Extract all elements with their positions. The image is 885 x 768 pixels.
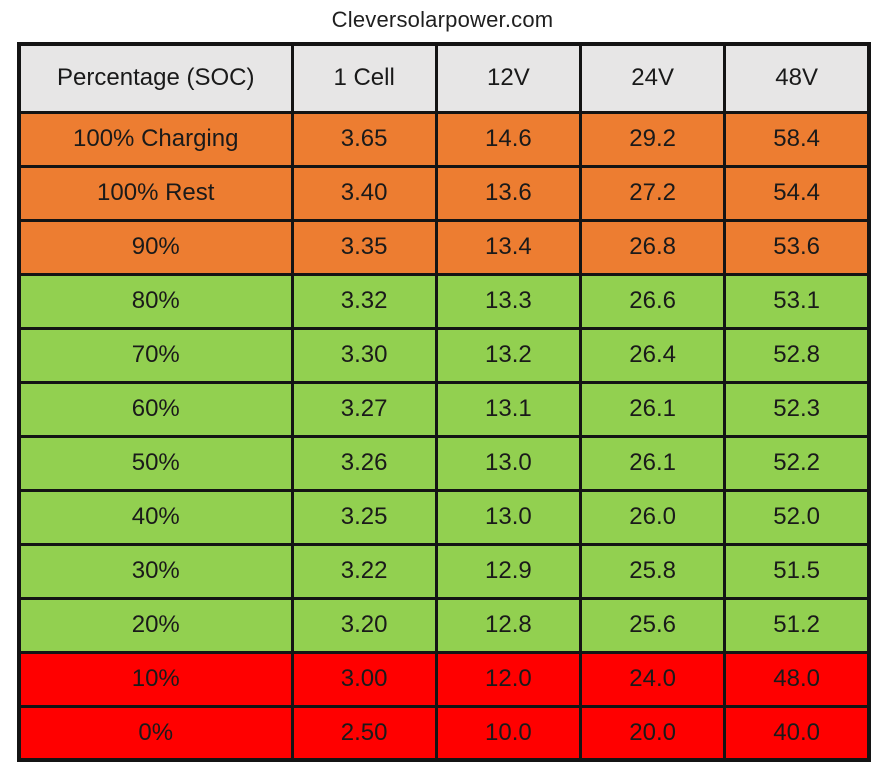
voltage-cell: 26.6 bbox=[578, 272, 727, 330]
column-header-soc: Percentage (SOC) bbox=[17, 42, 294, 114]
voltage-cell: 26.0 bbox=[578, 488, 727, 546]
voltage-cell: 3.32 bbox=[290, 272, 438, 330]
soc-cell: 40% bbox=[17, 488, 294, 546]
table-row: 100% Charging 3.65 14.6 29.2 58.4 bbox=[17, 110, 871, 168]
soc-cell: 20% bbox=[17, 596, 294, 654]
table-row: 20% 3.20 12.8 25.6 51.2 bbox=[17, 596, 871, 654]
table-row: 0% 2.50 10.0 20.0 40.0 bbox=[17, 704, 871, 762]
voltage-cell: 20.0 bbox=[578, 704, 727, 762]
voltage-cell: 14.6 bbox=[434, 110, 583, 168]
soc-cell: 70% bbox=[17, 326, 294, 384]
voltage-cell: 13.4 bbox=[434, 218, 583, 276]
soc-cell: 30% bbox=[17, 542, 294, 600]
voltage-cell: 3.20 bbox=[290, 596, 438, 654]
voltage-cell: 25.8 bbox=[578, 542, 727, 600]
table-row: 70% 3.30 13.2 26.4 52.8 bbox=[17, 326, 871, 384]
voltage-cell: 12.0 bbox=[434, 650, 583, 708]
soc-cell: 10% bbox=[17, 650, 294, 708]
voltage-cell: 58.4 bbox=[723, 110, 871, 168]
table-row: 40% 3.25 13.0 26.0 52.0 bbox=[17, 488, 871, 546]
voltage-cell: 13.1 bbox=[434, 380, 583, 438]
table-row: 10% 3.00 12.0 24.0 48.0 bbox=[17, 650, 871, 708]
voltage-cell: 29.2 bbox=[578, 110, 727, 168]
voltage-cell: 51.2 bbox=[723, 596, 871, 654]
voltage-cell: 53.6 bbox=[723, 218, 871, 276]
soc-cell: 100% Charging bbox=[17, 110, 294, 168]
table-row: 100% Rest 3.40 13.6 27.2 54.4 bbox=[17, 164, 871, 222]
table-row: 30% 3.22 12.9 25.8 51.5 bbox=[17, 542, 871, 600]
table-row: 50% 3.26 13.0 26.1 52.2 bbox=[17, 434, 871, 492]
soc-cell: 100% Rest bbox=[17, 164, 294, 222]
voltage-cell: 26.4 bbox=[578, 326, 727, 384]
soc-cell: 60% bbox=[17, 380, 294, 438]
voltage-cell: 26.1 bbox=[578, 434, 727, 492]
voltage-cell: 13.3 bbox=[434, 272, 583, 330]
voltage-cell: 3.00 bbox=[290, 650, 438, 708]
voltage-cell: 40.0 bbox=[723, 704, 871, 762]
soc-cell: 50% bbox=[17, 434, 294, 492]
voltage-cell: 13.2 bbox=[434, 326, 583, 384]
voltage-cell: 2.50 bbox=[290, 704, 438, 762]
voltage-cell: 3.25 bbox=[290, 488, 438, 546]
table-header: Percentage (SOC) 1 Cell 12V 24V 48V bbox=[17, 42, 871, 114]
header-row: Percentage (SOC) 1 Cell 12V 24V 48V bbox=[17, 42, 871, 114]
column-header-12v: 12V bbox=[434, 42, 583, 114]
column-header-48v: 48V bbox=[723, 42, 871, 114]
voltage-cell: 10.0 bbox=[434, 704, 583, 762]
soc-cell: 0% bbox=[17, 704, 294, 762]
soc-voltage-table: Percentage (SOC) 1 Cell 12V 24V 48V 100%… bbox=[17, 42, 871, 762]
table-body: 100% Charging 3.65 14.6 29.2 58.4 100% Rest 3.… bbox=[17, 110, 871, 762]
voltage-cell: 3.22 bbox=[290, 542, 438, 600]
voltage-cell: 3.27 bbox=[290, 380, 438, 438]
voltage-cell: 52.0 bbox=[723, 488, 871, 546]
site-title: Cleversolarpower.com bbox=[331, 7, 554, 32]
voltage-cell: 48.0 bbox=[723, 650, 871, 708]
voltage-cell: 12.8 bbox=[434, 596, 583, 654]
column-header-24v: 24V bbox=[578, 42, 727, 114]
table-row: 80% 3.32 13.3 26.6 53.1 bbox=[17, 272, 871, 330]
voltage-cell: 26.1 bbox=[578, 380, 727, 438]
voltage-cell: 12.9 bbox=[434, 542, 583, 600]
voltage-cell: 3.40 bbox=[290, 164, 438, 222]
voltage-cell: 51.5 bbox=[723, 542, 871, 600]
voltage-cell: 52.2 bbox=[723, 434, 871, 492]
voltage-cell: 3.65 bbox=[290, 110, 438, 168]
table-row: 60% 3.27 13.1 26.1 52.3 bbox=[17, 380, 871, 438]
voltage-cell: 13.0 bbox=[434, 434, 583, 492]
voltage-cell: 26.8 bbox=[578, 218, 727, 276]
voltage-cell: 53.1 bbox=[723, 272, 871, 330]
soc-cell: 90% bbox=[17, 218, 294, 276]
soc-cell: 80% bbox=[17, 272, 294, 330]
voltage-cell: 52.8 bbox=[723, 326, 871, 384]
voltage-cell: 13.0 bbox=[434, 488, 583, 546]
voltage-cell: 25.6 bbox=[578, 596, 727, 654]
column-header-1cell: 1 Cell bbox=[290, 42, 438, 114]
voltage-cell: 54.4 bbox=[723, 164, 871, 222]
voltage-cell: 3.26 bbox=[290, 434, 438, 492]
voltage-cell: 3.30 bbox=[290, 326, 438, 384]
voltage-cell: 13.6 bbox=[434, 164, 583, 222]
voltage-cell: 27.2 bbox=[578, 164, 727, 222]
voltage-cell: 24.0 bbox=[578, 650, 727, 708]
voltage-cell: 3.35 bbox=[290, 218, 438, 276]
table-row: 90% 3.35 13.4 26.8 53.6 bbox=[17, 218, 871, 276]
voltage-cell: 52.3 bbox=[723, 380, 871, 438]
